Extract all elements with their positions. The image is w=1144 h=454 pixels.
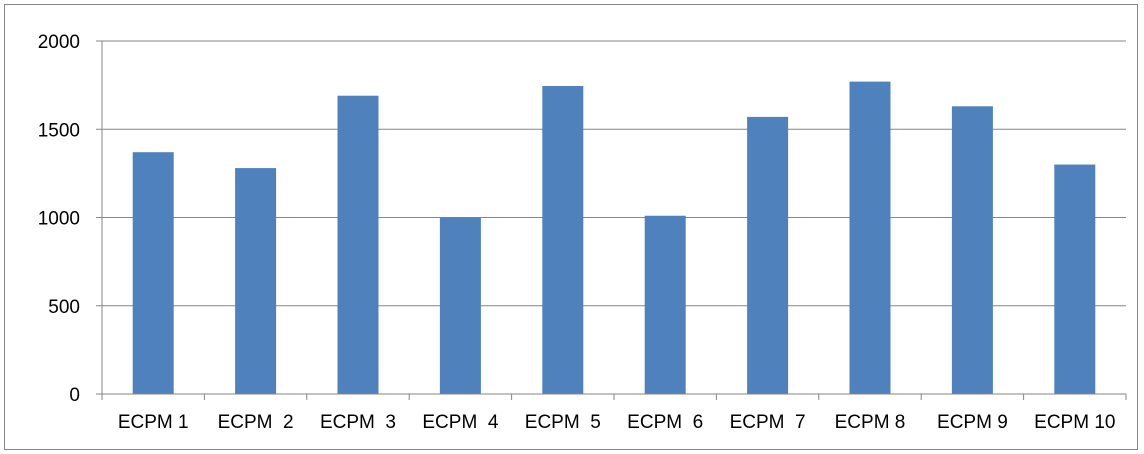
x-tick-labels: ECPM 1 ECPM 2 ECPM 3 ECPM 4 ECPM 5 ECPM 6 ECPM… <box>118 412 1116 433</box>
y-tick-labels: 0 500 1000 1500 2000 <box>38 32 80 406</box>
x-tick-label: ECPM 3 <box>320 412 396 433</box>
bar-3 <box>337 95 379 394</box>
bar-5 <box>542 86 584 394</box>
x-tick-label: ECPM 7 <box>730 412 806 433</box>
x-tick-label: ECPM 5 <box>525 412 601 433</box>
x-tick-label: ECPM 2 <box>218 412 294 433</box>
bar-9 <box>951 106 993 395</box>
y-tick-label: 500 <box>48 297 80 318</box>
y-tick-label: 0 <box>69 385 80 406</box>
y-tick-label: 1000 <box>38 209 80 230</box>
bar-10 <box>1054 164 1096 394</box>
bar-4 <box>439 217 481 394</box>
bar-2 <box>235 168 277 394</box>
bar-1 <box>132 152 174 394</box>
x-tick-label: ECPM 4 <box>422 412 498 433</box>
bars <box>132 81 1096 395</box>
axes <box>96 40 1127 400</box>
x-tick-label: ECPM 6 <box>627 412 703 433</box>
bar-6 <box>644 215 686 394</box>
bar-7 <box>747 116 789 395</box>
x-tick-label: ECPM 9 <box>937 412 1008 433</box>
x-tick-label: ECPM 8 <box>835 412 906 433</box>
x-tick-label: ECPM 10 <box>1034 412 1115 433</box>
bar-8 <box>849 81 891 394</box>
x-tick-label: ECPM 1 <box>118 412 189 433</box>
y-tick-label: 2000 <box>38 32 80 53</box>
y-tick-label: 1500 <box>38 120 80 141</box>
